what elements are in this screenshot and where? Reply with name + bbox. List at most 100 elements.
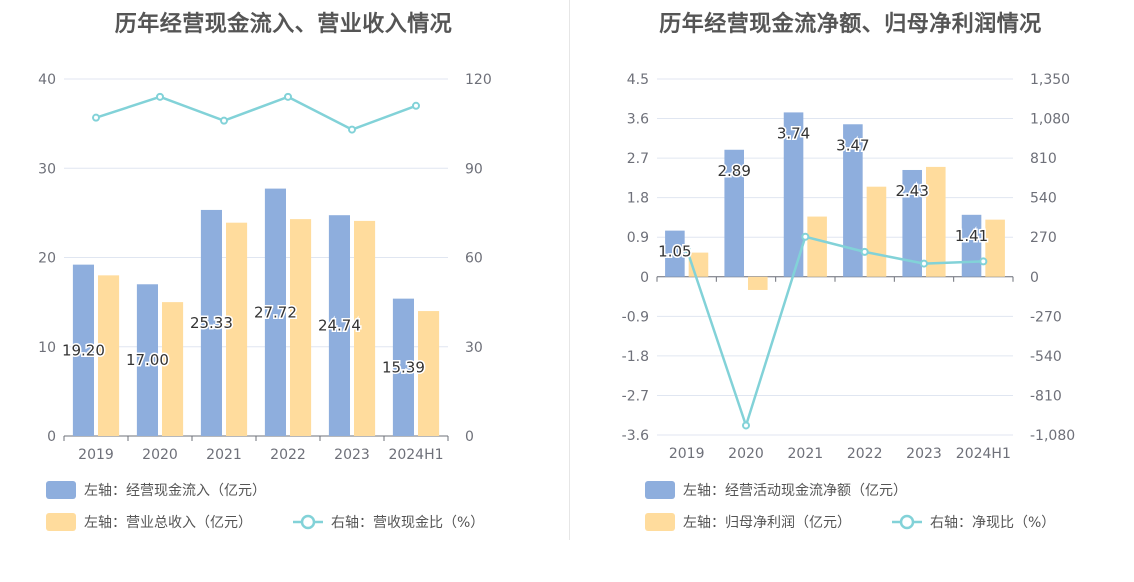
y-tick-label-left: 0 [640,270,649,286]
y-tick-label-right: 1,350 [1030,72,1070,88]
legend-bar-swatch [46,513,76,531]
bar-secondary [418,311,440,436]
chart-panel-left: 历年经营现金流入、营业收入情况 0 0 10 30 20 60 30 90 40 120 2019 2… [38,12,492,531]
line-point [860,247,869,256]
y-tick-label-left: -3.6 [622,428,649,444]
legend-bar-swatch [645,481,675,499]
y-tick-label-left: 20 [38,251,56,267]
legend-bar-swatch [46,481,76,499]
y-tick-label-left: 40 [38,72,56,88]
bar-secondary [290,219,312,436]
chart-panel-right: 历年经营现金流净额、归母净利润情况 -3.6 -1,080 -2.7 -810 -1.8… [567,0,1134,582]
x-tick-label: 2023 [906,446,942,462]
chart-title-right: 历年经营现金流净额、归母净利润情况 [659,12,1042,37]
y-tick-label-right: 60 [465,251,483,267]
y-tick-label-left: 30 [38,161,56,177]
bar-primary [136,284,158,436]
x-tick-label: 2022 [847,446,883,462]
legend-label: 左轴：营业总收入（亿元） [84,515,252,531]
legend-label: 左轴：经营现金流入（亿元） [84,483,266,499]
y-tick-label-left: -2.7 [622,388,649,404]
line-point [348,125,356,134]
data-label: 17.00 [126,351,169,369]
y-tick-label-right: 270 [1030,230,1057,246]
data-label: 19.20 [62,341,105,359]
data-label: 1.41 [955,227,988,245]
y-tick-label-left: 2.7 [627,151,649,167]
legend-label: 左轴：归母净利润（亿元） [683,514,851,531]
x-tick-label: 2020 [142,447,178,463]
bar-primary [961,214,982,277]
bar-primary [392,298,414,436]
x-tick-label: 2024H1 [956,446,1011,462]
y-tick-label-left: 0.9 [627,230,649,246]
y-tick-label-right: 0 [1030,270,1039,286]
line-point [742,421,750,430]
data-label: 2.89 [718,162,751,180]
data-label: 1.05 [658,243,691,261]
y-tick-label-left: -0.9 [622,309,649,325]
data-label: 15.39 [382,358,425,376]
legend-line-marker [300,514,316,530]
legend-label: 右轴：营收现金比（%） [331,515,484,531]
y-tick-label-right: 540 [1030,191,1057,207]
line-point [412,101,420,110]
x-tick-label: 2023 [334,447,370,463]
data-label: 24.74 [318,317,361,335]
data-label: 25.33 [190,314,233,332]
data-label: 3.47 [836,136,869,154]
bar-secondary [162,302,184,436]
chart-svg-right: -3.6 -1,080 -2.7 -810 -1.8 -540 -0.9 -270 0 0 0.9 2… [622,72,1075,531]
bar-secondary [748,276,768,290]
bar-primary [328,215,350,436]
y-tick-label-right: 90 [465,161,483,177]
legend-line-marker [899,514,915,530]
panel-divider [569,0,570,540]
bar-primary [72,264,94,436]
data-label: 2.43 [896,182,929,200]
bar-secondary [226,222,248,436]
line-point [156,92,164,101]
chart-title-left: 历年经营现金流入、营业收入情况 [114,12,453,37]
bar-primary [264,188,286,436]
bar-secondary [807,216,827,277]
bar-secondary [354,220,376,436]
line-point [920,259,928,268]
y-tick-label-right: -270 [1030,309,1062,325]
x-tick-label: 2021 [788,446,824,462]
x-tick-label: 2020 [728,446,764,462]
y-tick-label-left: 4.5 [627,72,649,88]
line-point [682,244,691,253]
x-tick-label: 2019 [78,447,114,463]
line-point [801,232,810,241]
x-tick-label: 2024H1 [388,447,443,463]
y-tick-label-left: 1.8 [627,191,649,207]
y-tick-label-right: -540 [1030,349,1062,365]
y-tick-label-right: -1,080 [1030,428,1075,444]
legend-label: 右轴：净现比（%） [930,515,1055,531]
y-tick-label-right: 120 [465,72,492,88]
legend-bar-swatch [645,513,675,531]
line-point [92,113,100,122]
y-tick-label-left: 0 [47,429,56,445]
y-tick-label-right: 1,080 [1030,112,1070,128]
line-point [979,257,988,266]
legend-label: 左轴：经营活动现金流净额（亿元） [683,483,907,499]
line-series [685,235,984,430]
line-point [220,116,228,125]
chart-svg-left: 0 0 10 30 20 60 30 90 40 120 2019 2020 2021 2022 2023 2… [38,72,492,531]
y-tick-label-right: 0 [465,429,474,445]
x-tick-label: 2021 [206,447,242,463]
line-point [284,92,292,101]
y-tick-label-right: 810 [1030,151,1057,167]
bar-primary [843,124,863,277]
y-tick-label-left: 10 [38,340,56,356]
bar-primary [724,149,744,277]
x-tick-label: 2019 [669,446,705,462]
bar-primary [200,209,222,436]
bar-primary [783,112,804,277]
data-label: 3.74 [777,124,810,142]
x-tick-label: 2022 [270,447,306,463]
bar-primary [902,169,922,277]
y-tick-label-left: -1.8 [622,349,649,365]
